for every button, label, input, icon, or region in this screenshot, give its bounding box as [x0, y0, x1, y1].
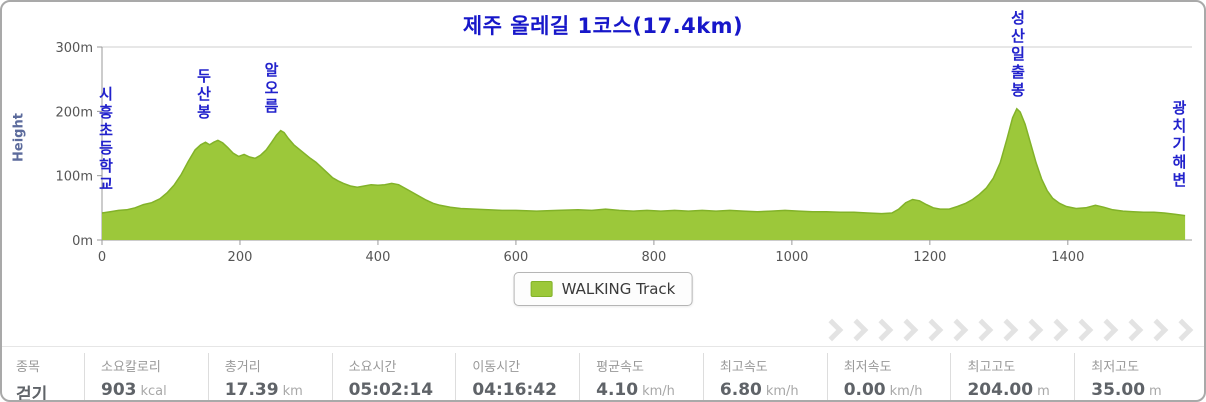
legend-swatch-icon	[530, 281, 553, 297]
y-tick-label: 200m	[56, 105, 93, 120]
chevron-right-icon	[920, 318, 944, 342]
x-tick-label: 1400	[1051, 250, 1084, 265]
chevron-right-icon	[870, 318, 894, 342]
stat-value: 204.00	[967, 380, 1034, 400]
stat-value: 05:02:14	[348, 380, 434, 400]
stat-value: 걷기	[16, 385, 48, 402]
chevron-right-icon	[1120, 318, 1144, 342]
stat-column: 소요칼로리 903 kcal	[84, 353, 208, 400]
chevron-right-icon	[970, 318, 994, 342]
stat-value: 04:16:42	[472, 380, 557, 400]
y-tick-label: 300m	[56, 41, 93, 56]
stat-value-row: 05:02:14	[349, 380, 450, 400]
stat-column: 최고고도 204.00 m	[950, 353, 1074, 400]
stat-value-row: 0.00 km/h	[844, 380, 945, 400]
chevron-right-icon	[845, 318, 869, 342]
x-tick-label: 800	[641, 250, 666, 265]
chevron-right-icon	[995, 318, 1019, 342]
stat-column: 종목 걷기	[16, 353, 84, 402]
stat-label: 평균속도	[596, 360, 644, 375]
stat-column: 최저속도 0.00 km/h	[826, 353, 951, 400]
stat-value: 4.10	[596, 380, 639, 400]
stat-label: 종목	[16, 360, 40, 375]
chevron-right-icon	[1070, 318, 1094, 342]
x-tick-label: 200	[228, 250, 253, 265]
chevron-right-icon	[1095, 318, 1119, 342]
stat-value: 35.00	[1091, 380, 1146, 400]
stat-unit: km/h	[765, 384, 799, 399]
chevron-pattern-icon	[820, 318, 1194, 342]
stat-value: 6.80	[719, 380, 762, 400]
stat-column: 이동시간 04:16:42	[455, 353, 579, 400]
chevron-right-icon	[1045, 318, 1069, 342]
track-area	[102, 108, 1186, 240]
stat-label: 이동시간	[472, 360, 521, 375]
stat-label: 최저속도	[843, 360, 892, 375]
stat-value-row: 6.80 km/h	[720, 380, 821, 400]
stat-value: 0.00	[843, 380, 886, 400]
chevron-right-icon	[1170, 318, 1194, 342]
legend-label: WALKING Track	[561, 280, 676, 298]
stat-column: 최고속도 6.80 km/h	[702, 353, 827, 400]
chart-title: 제주 올레길 1코스(17.4km)	[462, 14, 744, 38]
stat-value-row: 204.00 m	[967, 380, 1068, 400]
chevron-right-icon	[1020, 318, 1044, 342]
y-axis-title: Height	[11, 113, 27, 162]
stat-value-row: 17.39 km	[225, 380, 326, 400]
stat-unit: kcal	[140, 384, 167, 399]
x-tick-label: 0	[98, 250, 106, 265]
x-tick-label: 400	[366, 250, 391, 265]
stat-value: 17.39	[224, 380, 279, 400]
stat-column: 총거리 17.39 km	[207, 353, 332, 400]
y-tick-label: 0m	[72, 234, 93, 249]
stat-label: 최고속도	[719, 360, 768, 375]
stat-value-row: 903 kcal	[101, 380, 202, 400]
divider-band	[2, 314, 1204, 347]
chevron-right-icon	[820, 318, 844, 342]
stat-value-row: 4.10 km/h	[596, 380, 697, 400]
chevron-right-icon	[945, 318, 969, 342]
stat-value: 903	[101, 380, 137, 400]
stat-label: 소요칼로리	[101, 360, 161, 375]
track-line	[101, 107, 1186, 217]
stat-unit: km/h	[642, 384, 675, 399]
chart-section: 0m 100m 200m 300m 0 200 400 600 800 1000 1200 1400 …	[2, 2, 1204, 314]
stat-unit: m	[1149, 384, 1162, 399]
stats-row: 종목 걷기 소요칼로리 903 kcal 총거리 17.39 km 소요시간 05:…	[2, 347, 1204, 402]
stat-label: 총거리	[224, 360, 261, 375]
stat-value-row: 04:16:42	[472, 380, 573, 400]
x-tick-label: 1200	[913, 250, 946, 265]
stat-column: 최저고도 35.00 m	[1074, 353, 1198, 400]
x-tick-label: 1000	[775, 250, 808, 265]
stat-value-row: 걷기	[16, 380, 78, 402]
elevation-chart: 0m 100m 200m 300m 0 200 400 600 800 1000 1200 1400	[56, 41, 1192, 265]
stat-unit: km	[282, 384, 303, 399]
y-tick-label: 100m	[56, 170, 93, 185]
stat-value-row: 35.00 m	[1091, 380, 1192, 400]
x-tick-label: 600	[504, 250, 529, 265]
chevron-right-icon	[895, 318, 919, 342]
stat-label: 최고고도	[967, 360, 1016, 375]
stat-column: 평균속도 4.10 km/h	[579, 353, 703, 400]
chevron-right-icon	[1145, 318, 1169, 342]
stat-label: 소요시간	[348, 360, 397, 375]
stat-column: 소요시간 05:02:14	[331, 353, 456, 400]
stat-unit: m	[1037, 384, 1050, 399]
stat-label: 최저고도	[1091, 360, 1140, 375]
stat-unit: km/h	[889, 384, 923, 399]
legend: WALKING Track	[513, 272, 693, 306]
